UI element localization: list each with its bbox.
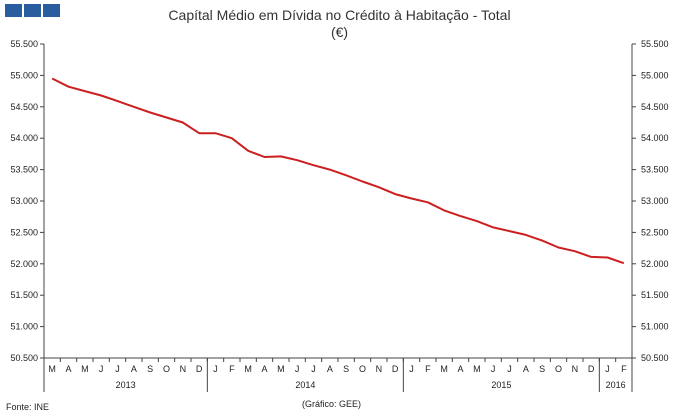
month-label: O	[555, 364, 562, 374]
month-label: J	[491, 364, 496, 374]
chart-unit: (€)	[330, 24, 349, 40]
y-tick-label-right: 52.000	[641, 259, 669, 269]
y-tick-label-right: 51.000	[641, 322, 669, 332]
y-tick-label-right: 53.000	[641, 196, 669, 206]
month-label: M	[244, 364, 252, 374]
year-label: 2014	[295, 380, 315, 390]
y-tick-label-right: 54.500	[641, 102, 669, 112]
month-label: J	[115, 364, 120, 374]
month-label: M	[81, 364, 89, 374]
y-tick-label-right: 54.000	[641, 133, 669, 143]
month-label: J	[605, 364, 610, 374]
y-tick-label-left: 55.500	[10, 39, 38, 49]
month-label: M	[48, 364, 56, 374]
logo-square	[5, 4, 22, 17]
year-label: 2015	[491, 380, 511, 390]
month-label: F	[229, 364, 235, 374]
month-label: J	[409, 364, 414, 374]
y-tick-label-left: 55.000	[10, 70, 38, 80]
logo-square	[43, 4, 60, 17]
y-tick-label-left: 50.500	[10, 353, 38, 363]
chart-title-block: Capítal Médio em Dívida no Crédito à Hab…	[0, 7, 679, 41]
month-label: D	[196, 364, 203, 374]
chart-title: Capítal Médio em Dívida no Crédito à Hab…	[168, 7, 511, 23]
month-label: S	[343, 364, 349, 374]
y-tick-label-left: 51.000	[10, 322, 38, 332]
month-label: A	[327, 364, 333, 374]
month-label: A	[131, 364, 137, 374]
month-label: D	[392, 364, 399, 374]
month-label: F	[621, 364, 627, 374]
year-label: 2013	[116, 380, 136, 390]
data-series-line	[51, 77, 625, 265]
month-label: N	[180, 364, 187, 374]
y-tick-label-left: 51.500	[10, 290, 38, 300]
y-tick-label-right: 52.500	[641, 227, 669, 237]
month-label: A	[457, 364, 463, 374]
month-label: O	[359, 364, 366, 374]
logo-square	[24, 4, 41, 17]
month-label: M	[277, 364, 285, 374]
month-label: N	[572, 364, 579, 374]
month-label: D	[588, 364, 595, 374]
y-tick-label-right: 55.500	[641, 39, 669, 49]
y-tick-label-left: 54.000	[10, 133, 38, 143]
ine-logo-icon	[5, 4, 60, 17]
y-tick-label-left: 53.000	[10, 196, 38, 206]
y-tick-label-left: 54.500	[10, 102, 38, 112]
month-label: M	[440, 364, 448, 374]
month-label: F	[425, 364, 431, 374]
month-label: A	[261, 364, 267, 374]
month-label: S	[147, 364, 153, 374]
chart-credit: (Gráfico: GEE)	[302, 399, 362, 409]
source-note: Fonte: INE	[6, 402, 50, 412]
y-tick-label-left: 52.500	[10, 227, 38, 237]
month-label: J	[99, 364, 104, 374]
month-label: J	[295, 364, 300, 374]
month-label: N	[376, 364, 383, 374]
year-label: 2016	[606, 380, 626, 390]
y-tick-label-left: 52.000	[10, 259, 38, 269]
y-tick-label-right: 55.000	[641, 70, 669, 80]
month-label: J	[507, 364, 512, 374]
y-tick-label-right: 50.500	[641, 353, 669, 363]
month-label: A	[523, 364, 529, 374]
y-tick-label-left: 53.500	[10, 165, 38, 175]
month-label: S	[539, 364, 545, 374]
y-tick-label-right: 53.500	[641, 165, 669, 175]
month-label: M	[473, 364, 481, 374]
month-label: J	[213, 364, 218, 374]
y-tick-label-right: 51.500	[641, 290, 669, 300]
month-label: A	[65, 364, 71, 374]
month-label: J	[311, 364, 316, 374]
month-label: O	[163, 364, 170, 374]
